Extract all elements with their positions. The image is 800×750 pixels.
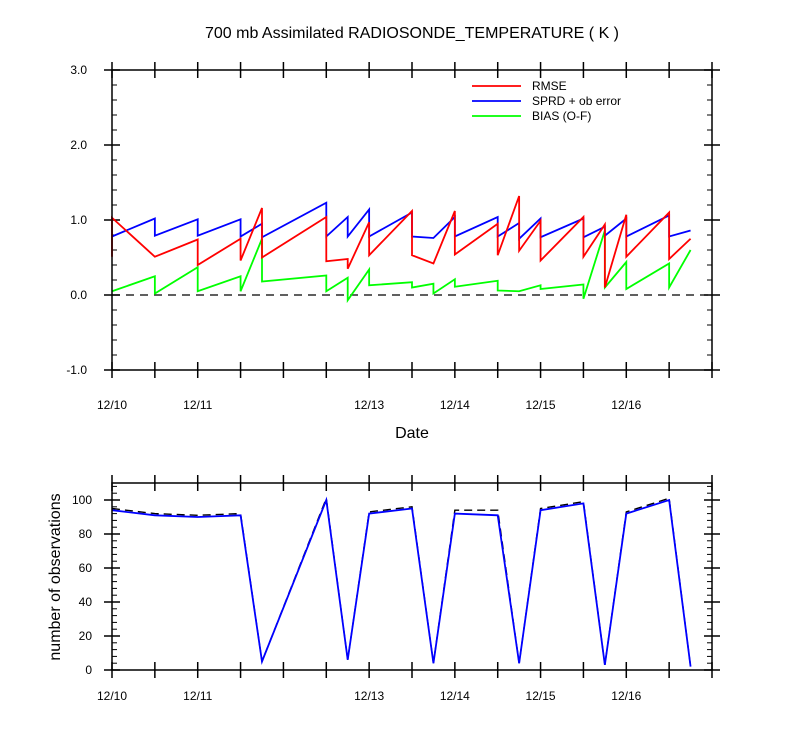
y-tick-label: 40 bbox=[79, 595, 93, 609]
y-tick-label: 0.0 bbox=[70, 288, 87, 302]
x-tick-label: 12/16 bbox=[611, 689, 641, 703]
y-tick-label: 100 bbox=[72, 493, 92, 507]
top-y-tick-labels: 3.0 2.0 1.0 0.0 -1.0 bbox=[66, 63, 87, 377]
x-tick-label: 12/14 bbox=[440, 689, 470, 703]
x-tick-label: 12/11 bbox=[183, 398, 212, 412]
top-chart-series bbox=[111, 195, 692, 304]
y-tick-label: -1.0 bbox=[66, 363, 87, 377]
y-tick-label: 0 bbox=[85, 663, 92, 677]
y-tick-label: 1.0 bbox=[70, 213, 87, 227]
legend-label: BIAS (O-F) bbox=[532, 109, 591, 123]
top-x-tick-labels: 12/10 12/11 12/13 12/14 12/15 12/16 bbox=[97, 398, 642, 412]
bottom-chart-series bbox=[111, 495, 692, 667]
x-tick-label: 12/10 bbox=[97, 398, 127, 412]
y-tick-label: 20 bbox=[79, 629, 93, 643]
bottom-plot-frame bbox=[111, 482, 713, 671]
chart-title: 700 mb Assimilated RADIOSONDE_TEMPERATUR… bbox=[205, 25, 619, 42]
y-tick-label: 60 bbox=[79, 561, 93, 575]
legend-label: SPRD + ob error bbox=[532, 94, 621, 108]
y-tick-label: 2.0 bbox=[70, 138, 87, 152]
x-tick-label: 12/15 bbox=[526, 398, 556, 412]
y-tick-label: 3.0 bbox=[70, 63, 87, 77]
series-line-possible bbox=[111, 495, 692, 667]
y-tick-label: 80 bbox=[79, 527, 93, 541]
x-tick-label: 12/13 bbox=[354, 398, 384, 412]
legend-label: RMSE bbox=[532, 79, 567, 93]
top-plot-frame bbox=[111, 69, 713, 371]
bottom-y-tick-labels: 0 20 40 60 80 100 bbox=[72, 493, 92, 677]
x-tick-label: 12/16 bbox=[611, 398, 641, 412]
series-line-used bbox=[111, 496, 692, 667]
y-axis-label: number of observations bbox=[47, 493, 64, 660]
x-tick-label: 12/14 bbox=[440, 398, 470, 412]
x-tick-label: 12/15 bbox=[526, 689, 556, 703]
series-line-rmse bbox=[111, 195, 692, 288]
x-tick-label: 12/13 bbox=[354, 689, 384, 703]
x-tick-label: 12/10 bbox=[97, 689, 127, 703]
x-axis-label: Date bbox=[395, 425, 429, 442]
bottom-x-tick-labels: 12/10 12/11 12/13 12/14 12/15 12/16 bbox=[97, 689, 642, 703]
x-tick-label: 12/11 bbox=[183, 689, 212, 703]
bottom-chart-ticks bbox=[104, 475, 720, 678]
top-chart: 700 mb Assimilated RADIOSONDE_TEMPERATUR… bbox=[66, 25, 720, 442]
